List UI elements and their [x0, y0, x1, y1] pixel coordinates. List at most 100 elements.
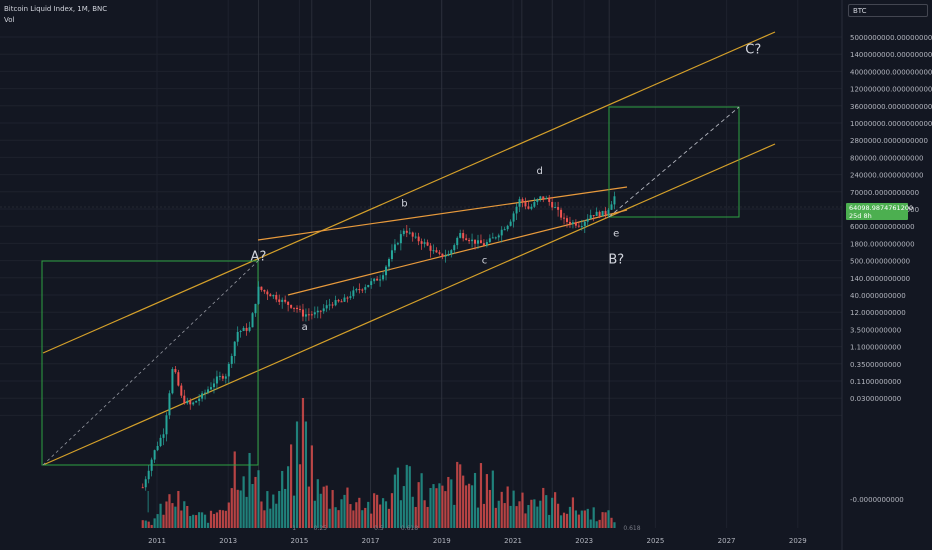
candle-body-108: [462, 233, 465, 239]
volume-bar-113: [476, 507, 480, 528]
volume-bar-16: [189, 516, 192, 528]
bar-countdown: 25d 8h: [849, 212, 872, 220]
candle-body-110: [468, 239, 471, 242]
volume-bar-35: [245, 496, 248, 528]
volume-bar-8: [165, 501, 168, 528]
volume-bar-107: [459, 464, 462, 528]
candle-body-96: [426, 242, 429, 246]
volume-bar-139: [554, 492, 557, 528]
price-tick-3: 120000000.0000000000: [850, 86, 932, 94]
candle-body-12: [177, 372, 180, 386]
last-price-badge-bg: [846, 203, 908, 220]
price-tick-13: 500.0000000000: [850, 258, 910, 266]
volume-bar-114: [479, 463, 483, 528]
volume-bar-128: [521, 492, 524, 528]
candle-body-128: [521, 199, 524, 202]
candle-body-54: [301, 309, 304, 317]
candle-body-138: [551, 201, 554, 208]
volume-bar-89: [405, 464, 408, 528]
volume-bar-23: [209, 510, 213, 528]
candle-body-33: [239, 330, 242, 332]
volume-bar-43: [269, 508, 272, 528]
projection-dashed-right: [608, 106, 740, 218]
volume-bar-147: [577, 514, 580, 528]
volume-fib-label-4: 0.618: [623, 525, 640, 532]
volume-fib-labels: 1 0.25 0.5 0.618 0.618: [292, 525, 640, 532]
volume-bar-84: [390, 493, 394, 528]
candle-body-36: [248, 327, 251, 331]
volume-bar-145: [571, 497, 575, 528]
candle-body-106: [456, 237, 459, 246]
candle-body-24: [212, 383, 215, 388]
volume-bar-40: [260, 501, 263, 528]
wave-label-b: b: [401, 198, 407, 209]
volume-bar-150: [586, 508, 589, 528]
volume-bar-94: [420, 473, 423, 528]
volume-bar-1: [144, 520, 147, 528]
candle-body-21: [204, 392, 207, 394]
volume-bars: [141, 398, 616, 528]
candle-body-90: [408, 232, 411, 234]
candle-body-68: [343, 297, 346, 302]
volume-bar-130: [527, 505, 530, 528]
currency-label[interactable]: BTC: [848, 4, 928, 17]
volume-bar-47: [281, 470, 284, 528]
candle-body-136: [545, 197, 548, 200]
candle-body-52: [296, 307, 299, 310]
volume-bar-58: [313, 500, 316, 528]
volume-bar-120: [497, 500, 500, 528]
candle-body-20: [201, 393, 204, 399]
volume-bar-135: [542, 487, 545, 528]
green-box-right: [608, 106, 740, 218]
candle-body-101: [441, 253, 444, 257]
price-tick-22: -0.0000000000: [850, 496, 904, 504]
volume-bar-81: [381, 498, 385, 528]
volume-bar-102: [444, 491, 447, 528]
volume-legend[interactable]: Vol: [4, 16, 15, 24]
price-tick-15: 40.0000000000: [850, 292, 906, 300]
candle-body-107: [459, 233, 462, 238]
symbol-title[interactable]: Bitcoin Liquid Index, 1M, BNC: [4, 5, 108, 13]
volume-bar-4: [153, 518, 156, 528]
candle-body-92: [414, 236, 417, 238]
volume-bar-41: [263, 510, 266, 528]
volume-bar-100: [438, 483, 441, 528]
volume-bar-48: [284, 488, 287, 528]
volume-bar-131: [530, 499, 533, 528]
drawings: [41, 31, 776, 466]
candle-body-30: [230, 356, 233, 364]
time-tick-2011: 2011: [148, 537, 166, 545]
wedge-lower-line: [287, 209, 628, 296]
candle-body-84: [390, 250, 393, 260]
volume-bar-124: [509, 505, 512, 528]
candle-body-131: [530, 206, 533, 209]
candle-body-109: [465, 238, 468, 240]
volume-bar-154: [598, 519, 601, 528]
volume-bar-134: [539, 500, 542, 528]
volume-bar-17: [192, 514, 195, 528]
volume-bar-9: [168, 494, 171, 528]
candle-body-2: [147, 470, 150, 480]
volume-bar-6: [159, 503, 162, 528]
candle-body-35: [245, 327, 248, 331]
volume-fib-label-1: 0.25: [314, 525, 328, 532]
volume-bar-32: [236, 489, 239, 528]
candle-body-88: [402, 230, 405, 235]
candle-body-121: [500, 229, 503, 236]
candle-body-120: [497, 235, 500, 238]
candle-body-95: [423, 242, 426, 244]
wave-label-e: e: [613, 229, 619, 240]
volume-fib-label-0: 1: [292, 525, 296, 532]
wedge-upper-line: [257, 186, 628, 241]
volume-bar-52: [295, 421, 299, 528]
volume-bar-141: [559, 515, 563, 528]
price-tick-21: 0.0300000000: [850, 395, 901, 403]
candle-body-77: [370, 281, 373, 286]
volume-bar-57: [310, 445, 313, 528]
volume-bar-53: [298, 464, 302, 528]
volume-bar-108: [462, 475, 465, 528]
volume-bar-11: [174, 506, 177, 528]
chart-legend: Bitcoin Liquid Index, 1M, BNC Vol: [4, 4, 107, 26]
candle-body-156: [604, 210, 607, 215]
